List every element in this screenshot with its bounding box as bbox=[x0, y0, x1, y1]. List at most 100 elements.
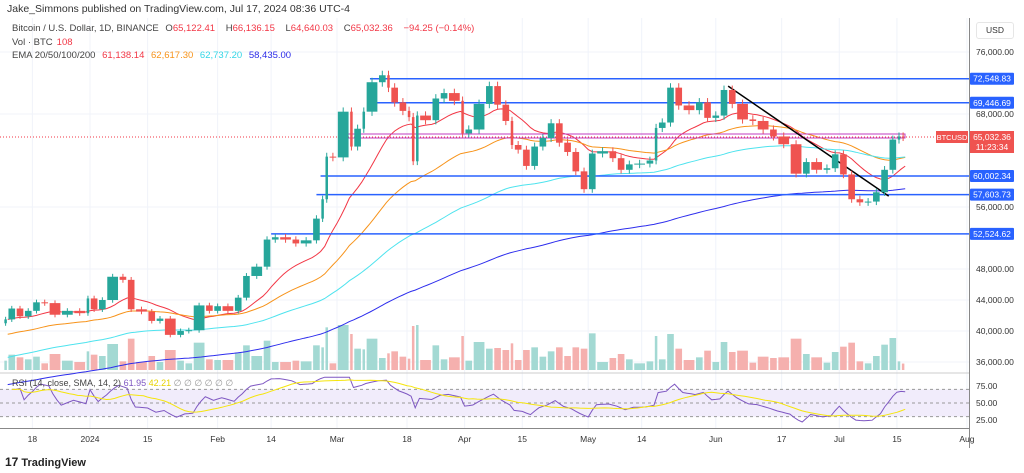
volume-bar bbox=[16, 357, 24, 370]
volume-bar bbox=[119, 361, 127, 370]
volume-bar bbox=[597, 362, 608, 370]
candle-body bbox=[617, 158, 625, 170]
candle-body bbox=[329, 156, 337, 158]
rsi-line bbox=[11, 376, 906, 423]
horizontal-levels bbox=[0, 77, 969, 235]
time-tick-label: 14 bbox=[266, 434, 276, 444]
volume-bar bbox=[523, 350, 530, 370]
candle-body bbox=[531, 146, 538, 166]
ema200-line bbox=[7, 188, 906, 386]
symbol-name[interactable]: Bitcoin / U.S. Dollar, 1D, BINANCE bbox=[12, 23, 159, 34]
time-tick-label: 2024 bbox=[81, 434, 100, 444]
price-tick-label: 44,000.00 bbox=[976, 295, 1014, 305]
rsi-tick-label: 25.00 bbox=[976, 415, 998, 425]
level-price-label: 72,548.83 bbox=[973, 74, 1011, 84]
candle-body bbox=[634, 163, 645, 165]
volume-bar bbox=[329, 363, 337, 370]
high-value: 66,136.15 bbox=[232, 23, 275, 34]
candle-body bbox=[354, 128, 361, 147]
level-price-label: 60,002.34 bbox=[973, 171, 1011, 181]
volume-bar bbox=[243, 345, 250, 370]
ema50-line bbox=[7, 125, 906, 335]
volume-bar bbox=[222, 360, 234, 370]
volume-bar bbox=[127, 338, 135, 370]
volume-bar bbox=[502, 350, 510, 370]
volume-bar bbox=[465, 360, 473, 370]
price-tick-label: 68,000.00 bbox=[976, 109, 1014, 119]
candle-body bbox=[720, 89, 728, 116]
candle-body bbox=[486, 86, 493, 104]
candle-body bbox=[292, 239, 300, 244]
candle-body bbox=[683, 105, 695, 111]
volume-bar bbox=[778, 357, 790, 370]
level-price-tag bbox=[970, 96, 1014, 109]
volume-bar bbox=[840, 346, 847, 370]
volume-bar bbox=[654, 336, 658, 370]
volume-bar bbox=[864, 363, 872, 370]
candle-body bbox=[704, 102, 711, 118]
volume-bar bbox=[749, 362, 757, 370]
volume-value: 108 bbox=[56, 37, 73, 48]
candle-body bbox=[658, 122, 666, 128]
rsi-value: 61.95 bbox=[123, 378, 147, 388]
rsi-legend[interactable]: RSI (14, close, SMA, 14, 2) 61.95 42.21 … bbox=[12, 378, 233, 389]
volume-bar bbox=[387, 353, 390, 370]
tradingview-logo[interactable]: 17 TradingView bbox=[5, 455, 86, 469]
candle-body bbox=[770, 129, 777, 137]
candle-body bbox=[609, 151, 617, 159]
volume-bar bbox=[803, 354, 810, 370]
candle-body bbox=[222, 306, 234, 311]
last-price-tag bbox=[970, 130, 1014, 153]
rsi-sma-value: 42.21 bbox=[148, 378, 172, 388]
volume-bar bbox=[251, 356, 263, 370]
volume-bar bbox=[873, 356, 880, 370]
volume-bar bbox=[646, 361, 654, 370]
volume-bar bbox=[580, 348, 588, 370]
candle-body bbox=[243, 275, 250, 298]
volume-bar bbox=[695, 357, 703, 370]
volume-bar bbox=[61, 360, 73, 370]
time-tick-label: Jul bbox=[834, 434, 845, 444]
candle-body bbox=[99, 300, 106, 310]
candle-body bbox=[461, 100, 464, 134]
candle-body bbox=[889, 139, 897, 170]
candle-body bbox=[494, 86, 501, 105]
volume-bar bbox=[164, 350, 176, 370]
time-tick-label: 15 bbox=[518, 434, 528, 444]
volume-bar bbox=[280, 362, 291, 370]
candle-body bbox=[502, 104, 510, 121]
candle-body bbox=[61, 310, 73, 315]
candle-body bbox=[523, 149, 530, 166]
candle-body bbox=[16, 308, 24, 317]
ema200-value: 58,435.00 bbox=[248, 50, 292, 61]
candle-body bbox=[848, 174, 855, 200]
volume-bar bbox=[24, 359, 32, 370]
candle-body bbox=[362, 111, 366, 129]
ema-legend[interactable]: EMA 20/50/100/200 61,138.14 62,617.30 62… bbox=[12, 50, 295, 61]
trendline bbox=[727, 85, 890, 197]
rsi-tick-label: 50.00 bbox=[976, 398, 998, 408]
volume-bar bbox=[407, 358, 411, 370]
volume-bar bbox=[313, 345, 320, 370]
volume-legend[interactable]: Vol · BTC 108 bbox=[12, 37, 77, 48]
volume-bar bbox=[271, 362, 279, 370]
volume-bar bbox=[4, 360, 7, 370]
candle-body bbox=[646, 160, 654, 164]
candle-body bbox=[811, 162, 823, 170]
candle-body bbox=[539, 138, 547, 147]
volume-bar bbox=[411, 326, 415, 370]
volume-bar bbox=[337, 325, 349, 370]
candle-body bbox=[387, 75, 390, 88]
close-value: 65,032.36 bbox=[350, 23, 393, 34]
candle-body bbox=[214, 306, 221, 311]
volume-bar bbox=[440, 359, 448, 370]
level-price-tag bbox=[970, 227, 1014, 240]
volume-bar bbox=[897, 361, 901, 370]
currency-button[interactable]: USD bbox=[976, 22, 1014, 39]
volume-bar bbox=[177, 360, 184, 370]
volume-bar bbox=[539, 356, 547, 370]
volume-bar bbox=[448, 357, 460, 370]
volume-bar bbox=[626, 359, 633, 370]
candle-body bbox=[251, 266, 263, 276]
